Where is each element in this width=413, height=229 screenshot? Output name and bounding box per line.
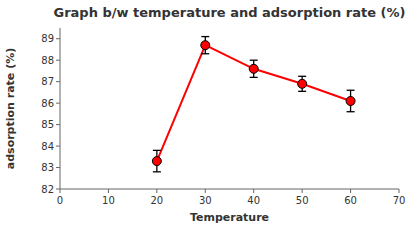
x-tick: [350, 189, 351, 193]
y-tick: [56, 124, 60, 125]
y-tick-label: 84: [41, 141, 54, 152]
error-bar-cap: [298, 91, 306, 92]
error-bar-cap: [250, 60, 258, 61]
data-point: [152, 157, 161, 166]
y-tick: [56, 81, 60, 82]
y-tick-label: 87: [41, 76, 54, 87]
error-bar-cap: [153, 150, 161, 151]
error-bar-cap: [153, 171, 161, 172]
error-bar-cap: [201, 53, 209, 54]
error-bar-cap: [347, 111, 355, 112]
x-tick: [302, 189, 303, 193]
chart-title: Graph b/w temperature and adsorption rat…: [54, 5, 406, 20]
y-tick: [56, 38, 60, 39]
error-bar: [153, 150, 161, 171]
data-point: [298, 79, 307, 88]
error-bar-cap: [298, 76, 306, 77]
y-tick-label: 85: [41, 119, 54, 130]
x-tick-label: 30: [199, 195, 212, 206]
page: {"chart_data": {"type": "line", "title":…: [0, 0, 413, 229]
error-bar-cap: [347, 90, 355, 91]
plot-data: [152, 37, 355, 172]
x-tick: [253, 189, 254, 193]
y-tick-label: 86: [41, 98, 54, 109]
error-bar: [250, 60, 258, 77]
data-point: [201, 41, 210, 50]
x-tick: [205, 189, 206, 193]
x-tick-label: 50: [296, 195, 309, 206]
y-tick-label: 82: [41, 184, 54, 195]
x-tick-label: 60: [344, 195, 357, 206]
x-tick-label: 10: [102, 195, 115, 206]
chart-svg: Graph b/w temperature and adsorption rat…: [0, 0, 413, 229]
x-tick-label: 40: [247, 195, 260, 206]
chart-container: Graph b/w temperature and adsorption rat…: [0, 0, 413, 229]
y-axis-line: [60, 28, 61, 189]
data-point: [346, 96, 355, 105]
series-line: [157, 45, 351, 161]
error-bar-cap: [201, 36, 209, 37]
y-tick: [56, 60, 60, 61]
y-tick-label: 88: [41, 55, 54, 66]
x-tick: [156, 189, 157, 193]
x-axis-line: [60, 189, 399, 190]
y-axis-label: adsorption rate (%): [4, 48, 17, 169]
axes: 0 10 20 30 40 50 60 70 82 83 84 85 86 87 88 89 Temperatu…: [4, 28, 405, 224]
y-tick-label: 83: [41, 162, 54, 173]
error-bar: [298, 76, 306, 91]
error-bar: [201, 37, 209, 54]
error-bar: [347, 90, 355, 111]
x-tick-label: 70: [393, 195, 406, 206]
x-tick-label: 20: [150, 195, 163, 206]
data-point: [249, 64, 258, 73]
error-bar-cap: [250, 77, 258, 78]
x-tick: [108, 189, 109, 193]
y-tick: [56, 189, 60, 190]
y-tick: [56, 103, 60, 104]
x-axis-label: Temperature: [190, 211, 269, 224]
y-tick-label: 89: [41, 33, 54, 44]
y-tick: [56, 167, 60, 168]
x-tick-label: 0: [57, 195, 63, 206]
y-tick: [56, 146, 60, 147]
x-tick: [399, 189, 400, 193]
x-tick: [60, 189, 61, 193]
